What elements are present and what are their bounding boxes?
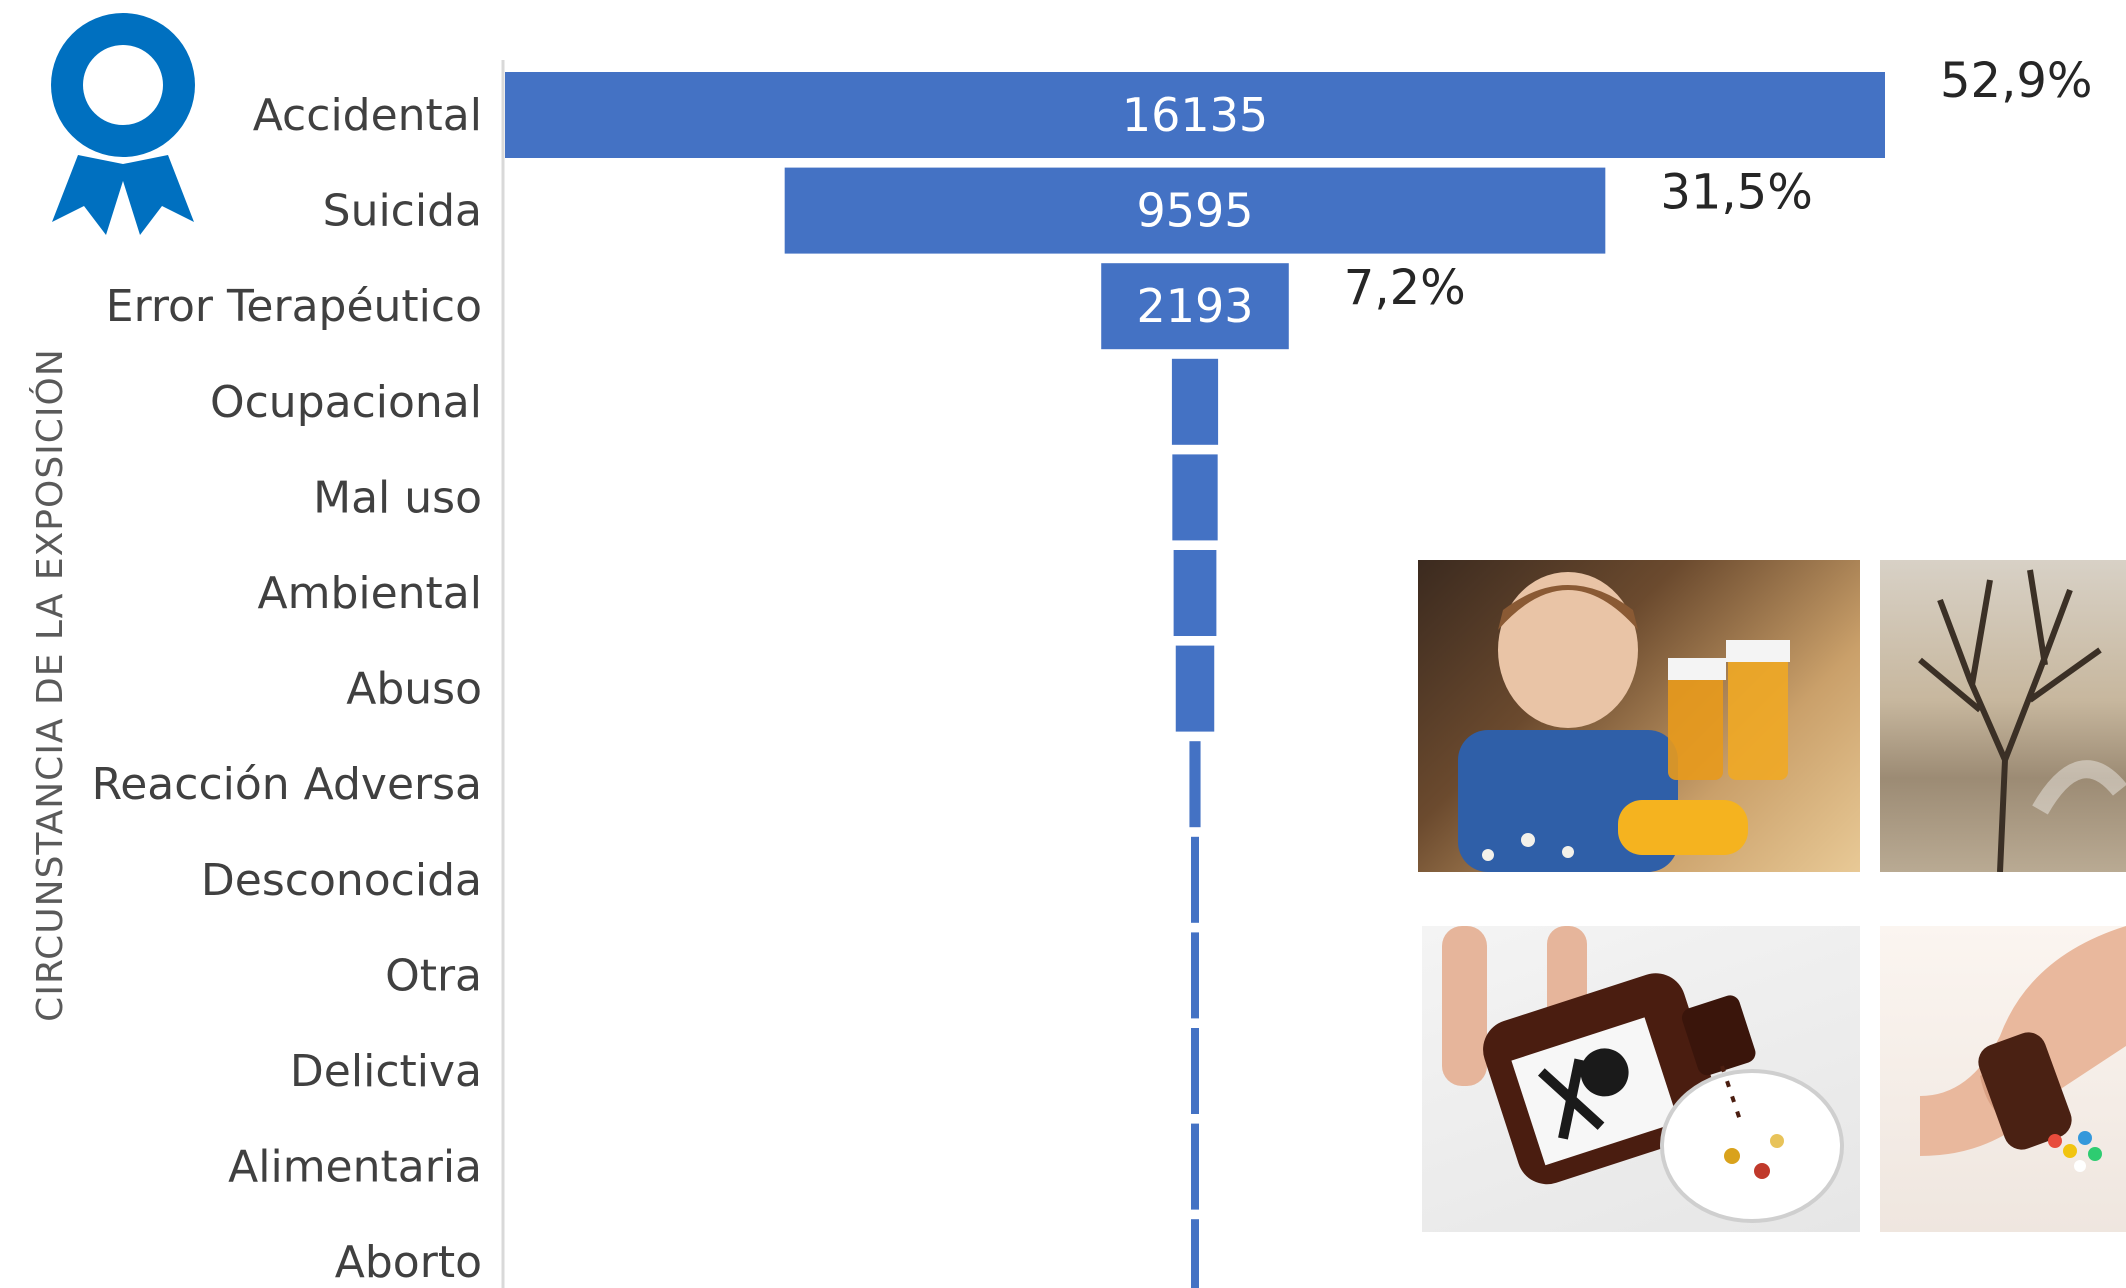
- bar: [1101, 263, 1289, 350]
- category-label: Delictiva: [290, 1046, 482, 1097]
- bar: [1191, 836, 1199, 923]
- category-label: Reacción Adversa: [92, 759, 482, 810]
- child-with-pill-bottles-photo: [1418, 560, 1860, 872]
- bar-value-label: 16135: [1122, 88, 1268, 142]
- bars: [505, 72, 1885, 1288]
- award-ribbon-icon: [51, 13, 195, 235]
- category-label: Accidental: [253, 90, 482, 141]
- poison-bottle-pouring-photo: [1422, 926, 1860, 1232]
- bar: [1175, 645, 1215, 732]
- category-label: Otra: [385, 950, 482, 1001]
- bar: [1173, 550, 1217, 636]
- bare-tree-photo: [1880, 560, 2126, 872]
- bar-value-label: 9595: [1136, 184, 1253, 238]
- bar: [784, 167, 1606, 254]
- category-label: Aborto: [335, 1237, 482, 1288]
- bar: [1171, 358, 1219, 445]
- value-labels: 16135 9595 2193: [1122, 88, 1268, 333]
- hand-with-pills-photo: [1880, 926, 2126, 1232]
- category-label: Ambiental: [257, 568, 482, 619]
- category-label: Desconocida: [201, 855, 482, 906]
- bar: [1191, 932, 1199, 1019]
- category-label: Abuso: [346, 664, 482, 715]
- axis-title: CIRCUNSTANCIA DE LA EXPOSICIÓN: [29, 348, 71, 1022]
- bar: [1191, 1028, 1199, 1114]
- category-label: Ocupacional: [210, 377, 482, 428]
- category-label: Mal uso: [313, 472, 482, 523]
- percent-label: 52,9%: [1940, 53, 2092, 109]
- bar-value-label: 2193: [1136, 279, 1253, 333]
- percent-label: 31,5%: [1660, 165, 1812, 221]
- bar: [1191, 1123, 1199, 1210]
- category-label: Alimentaria: [228, 1142, 482, 1193]
- category-label: Error Terapéutico: [106, 281, 482, 332]
- bar: [505, 72, 1885, 158]
- percent-labels: 52,9% 31,5% 7,2%: [1344, 53, 2093, 316]
- percent-label: 7,2%: [1344, 260, 1466, 316]
- category-labels: Accidental Suicida Error Terapéutico Ocupac…: [92, 90, 482, 1288]
- bar: [1172, 454, 1218, 541]
- bar: [1191, 1219, 1199, 1288]
- bar: [1189, 741, 1201, 828]
- category-label: Suicida: [323, 186, 482, 237]
